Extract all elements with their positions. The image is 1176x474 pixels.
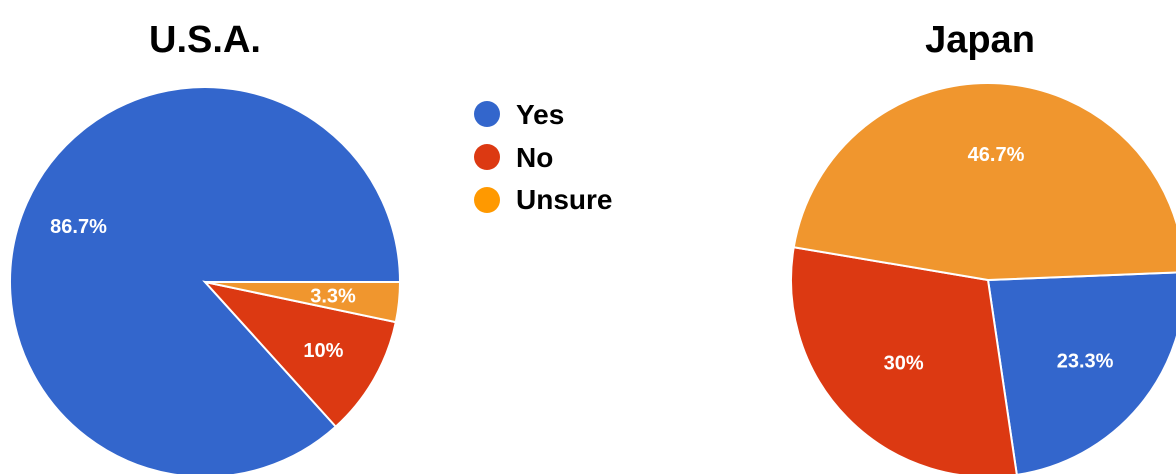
legend-swatch-no	[474, 144, 500, 170]
legend-item-unsure: Unsure	[474, 184, 612, 215]
u-s-a-slice-unsure	[204, 281, 402, 324]
legend-swatch-yes	[474, 101, 500, 127]
usa-chart-title: U.S.A.	[149, 19, 261, 61]
japan-pie-chart: Japan 23.3% 30% 46.7%	[790, 19, 1176, 474]
legend-label-unsure: Unsure	[516, 184, 612, 215]
legend-item-no: No	[474, 142, 553, 173]
legend: Yes No Unsure	[474, 99, 612, 215]
japan-pie-labels: 23.3% 30% 46.7%	[884, 144, 1114, 375]
japan-slice-yes	[986, 271, 1176, 474]
usa-pie-slices	[9, 86, 402, 474]
legend-swatch-unsure	[474, 187, 500, 213]
u-s-a-slice-yes	[9, 86, 402, 474]
japan-pie-slices	[790, 82, 1176, 474]
japan-slice-unsure	[792, 82, 1176, 282]
u-s-a-data-label-no: 10%	[303, 340, 343, 362]
japan-data-label-unsure: 46.7%	[968, 144, 1025, 166]
japan-slice-no	[790, 246, 1018, 474]
legend-label-yes: Yes	[516, 99, 564, 130]
usa-pie-chart: U.S.A. 86.7% 10% 3.3%	[9, 19, 402, 474]
japan-data-label-no: 30%	[884, 353, 924, 375]
usa-pie-labels: 86.7% 10% 3.3%	[50, 216, 356, 362]
legend-item-yes: Yes	[474, 99, 564, 130]
japan-data-label-yes: 23.3%	[1057, 350, 1114, 372]
legend-label-no: No	[516, 142, 553, 173]
u-s-a-data-label-yes: 86.7%	[50, 216, 107, 238]
u-s-a-data-label-unsure: 3.3%	[310, 285, 356, 307]
japan-chart-title: Japan	[925, 19, 1035, 61]
u-s-a-slice-no	[202, 280, 398, 429]
